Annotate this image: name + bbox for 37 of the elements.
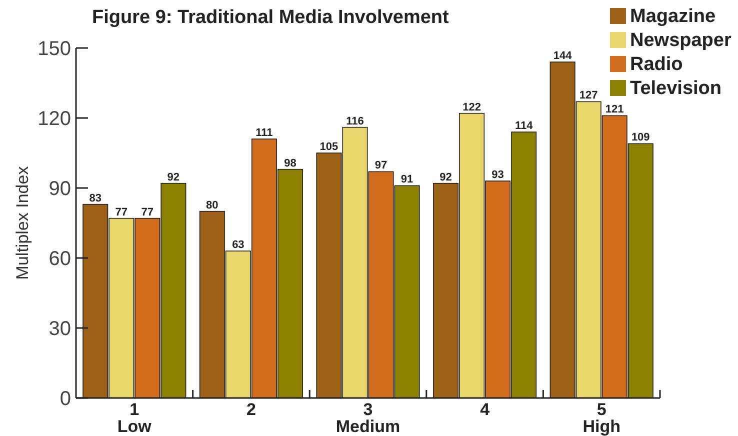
data-label: 97 [374,160,388,172]
data-label: 121 [605,104,624,116]
legend-label: Newspaper [630,30,732,51]
legend-label: Magazine [630,6,716,27]
data-label: 92 [167,171,180,184]
data-label: 111 [256,127,273,139]
data-label: 116 [346,115,364,128]
data-label: 122 [462,101,481,114]
data-label: 98 [284,157,296,170]
legend-label: Television [630,78,722,99]
data-label: 144 [553,50,573,62]
x-tick-label: 1 Low [117,400,152,436]
data-label: 93 [492,169,504,181]
x-tick-label: 3 Medium [336,400,400,436]
chart-title: Figure 9: Traditional Media Involvement [92,7,450,28]
data-label: 80 [206,199,218,212]
y-axis-title: Multiplex Index [13,166,32,280]
y-tick-label: 90 [48,178,71,200]
y-tick-label: 150 [38,38,71,60]
y-tick-label: 120 [38,108,71,130]
data-label: 63 [232,239,244,251]
y-tick-label: 0 [60,388,71,410]
x-tick-label: 5 High [582,400,620,436]
data-label: 92 [440,171,452,184]
data-label: 77 [115,206,128,218]
data-label: 127 [579,90,598,102]
y-tick-label: 60 [48,248,71,270]
legend-label: Radio [630,54,683,75]
data-label: 91 [400,174,414,186]
data-label: 77 [141,206,154,218]
data-label: 83 [89,192,102,204]
data-label: 109 [631,132,650,144]
x-tick-label: 4 [480,400,490,419]
x-tick-label: 2 [246,400,256,419]
y-tick-label: 30 [48,318,71,340]
data-label: 114 [514,120,534,132]
data-label: 105 [320,141,338,153]
